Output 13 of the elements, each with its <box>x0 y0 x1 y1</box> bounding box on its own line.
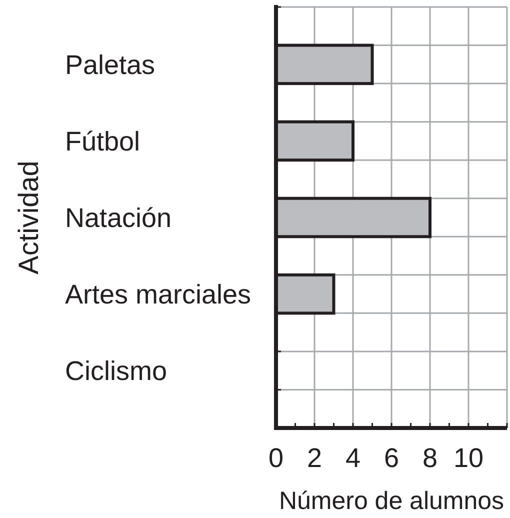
y-axis-title: Actividad <box>13 160 44 274</box>
y-tick-label: Fútbol <box>65 126 140 156</box>
x-tick-label: 2 <box>306 443 322 473</box>
x-tick-label: 8 <box>422 443 438 473</box>
y-tick-label: Natación <box>65 202 172 233</box>
y-tick-label: Ciclismo <box>65 356 168 386</box>
x-tick-label: 10 <box>453 443 484 473</box>
y-tick-label: Paletas <box>65 50 156 80</box>
x-axis-title: Número de alumnos <box>278 487 504 515</box>
x-tick-label: 0 <box>268 443 284 473</box>
x-tick-label: 6 <box>384 443 400 473</box>
y-tick-label: Artes marciales <box>65 279 252 310</box>
x-tick-label: 4 <box>345 443 361 473</box>
